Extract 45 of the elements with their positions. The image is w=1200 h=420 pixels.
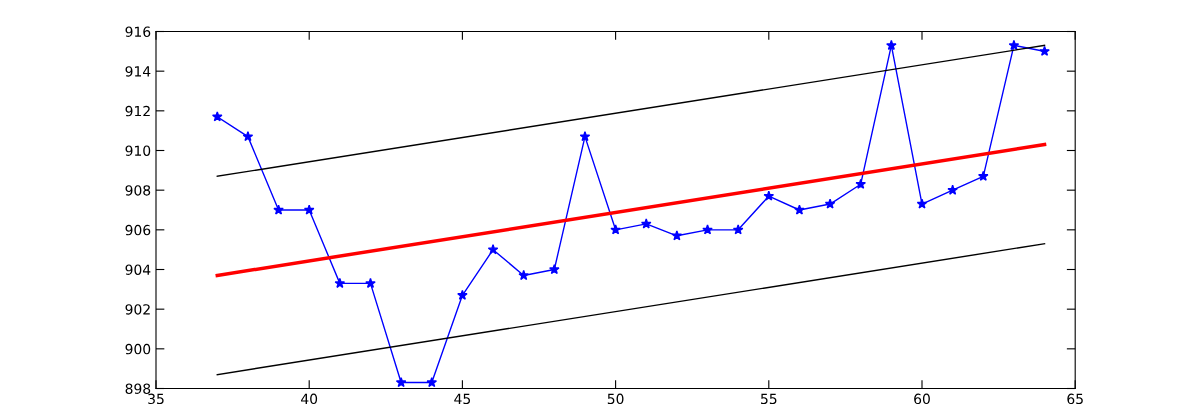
y-tick-label: 908 [125, 185, 151, 196]
point [732, 224, 744, 235]
point [855, 178, 867, 189]
point [671, 230, 683, 241]
point [487, 244, 499, 255]
point [457, 289, 468, 300]
y-tick-label: 900 [125, 343, 151, 355]
point [886, 39, 897, 51]
point [334, 277, 346, 289]
y-tick-label: 906 [125, 224, 151, 236]
point [610, 224, 621, 235]
point [242, 131, 254, 142]
point [518, 269, 529, 281]
x-tick-label: 45 [454, 393, 471, 405]
point [426, 376, 438, 388]
y-tick-label: 912 [125, 105, 150, 117]
point [794, 204, 805, 215]
y-tick-label: 914 [125, 66, 151, 77]
x-tick-label: 50 [607, 393, 624, 405]
point [211, 111, 223, 122]
x-tick-label: 35 [148, 393, 164, 405]
point [947, 184, 958, 195]
point [640, 218, 652, 229]
x-tick-label: 60 [914, 393, 930, 405]
y-tick-label: 904 [125, 264, 151, 275]
y-tick-label: 916 [125, 26, 151, 37]
y-tick-label: 910 [125, 145, 151, 156]
point [273, 204, 284, 215]
x-tick-label: 55 [761, 393, 777, 405]
point [365, 277, 376, 289]
x-tick-label: 65 [1067, 393, 1083, 405]
point [763, 190, 775, 201]
x-tick-label: 40 [301, 393, 318, 405]
y-tick-label: 898 [125, 383, 151, 394]
point [303, 204, 315, 215]
point [549, 263, 560, 275]
point [977, 170, 989, 181]
point [824, 198, 836, 209]
y-tick-label: 902 [125, 304, 150, 315]
point [916, 198, 928, 209]
point [702, 224, 713, 235]
point [579, 131, 591, 142]
point [395, 376, 407, 388]
point [1039, 45, 1050, 56]
point [1008, 39, 1020, 51]
